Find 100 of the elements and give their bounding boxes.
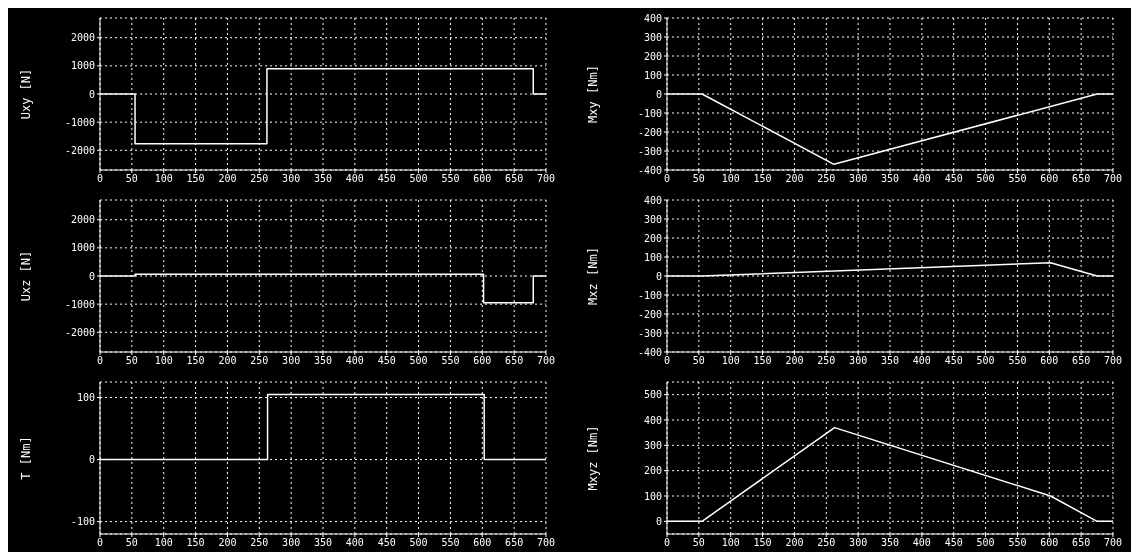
x-tick-label: 200: [218, 173, 237, 185]
x-tick-label: 650: [1072, 355, 1091, 367]
y-axis-title: Uxy [N]: [19, 68, 34, 120]
y-tick-label: 0: [655, 270, 662, 282]
x-tick-label: 250: [817, 173, 836, 185]
x-tick-label: 550: [441, 173, 460, 185]
x-tick-label: 0: [96, 355, 104, 367]
y-tick-label: 200: [643, 50, 662, 62]
x-tick-label: 700: [536, 355, 556, 367]
x-tick-label: 450: [944, 537, 963, 549]
x-tick-label: 450: [377, 537, 396, 549]
y-tick-label: 100: [643, 490, 662, 502]
x-tick-label: 450: [944, 173, 963, 185]
x-tick-label: 550: [441, 355, 460, 367]
x-tick-label: 600: [1040, 173, 1059, 185]
y-tick-label: -2000: [64, 326, 95, 338]
y-tick-label: 1000: [70, 60, 95, 72]
y-tick-label: -2000: [64, 144, 95, 156]
y-tick-label: 0: [88, 270, 95, 282]
y-tick-label: 200: [643, 232, 662, 244]
y-tick-label: 0: [655, 88, 662, 100]
x-tick-label: 600: [473, 173, 492, 185]
y-tick-label: 2000: [70, 32, 95, 44]
x-tick-label: 350: [313, 173, 333, 185]
x-tick-label: 650: [1072, 173, 1091, 185]
x-tick-label: 250: [250, 173, 269, 185]
x-tick-label: 500: [976, 173, 995, 185]
x-tick-label: 500: [409, 173, 428, 185]
x-tick-label: 600: [1040, 355, 1059, 367]
x-tick-label: 0: [96, 537, 104, 549]
x-tick-label: 350: [313, 355, 333, 367]
x-tick-label: 150: [186, 355, 205, 367]
y-tick-label: 400: [643, 12, 662, 24]
x-tick-label: 650: [505, 173, 524, 185]
x-tick-label: 0: [663, 355, 671, 367]
y-tick-label: 300: [643, 213, 662, 225]
x-tick-label: 300: [849, 537, 868, 549]
x-tick-label: 350: [880, 355, 900, 367]
x-tick-label: 150: [753, 537, 772, 549]
y-tick-label: -200: [637, 126, 662, 138]
x-tick-label: 550: [1008, 173, 1027, 185]
x-tick-label: 550: [441, 537, 460, 549]
x-tick-label: 450: [377, 173, 396, 185]
x-tick-label: 600: [473, 355, 492, 367]
y-axis-title: Uxz [N]: [19, 250, 34, 302]
x-tick-label: 150: [186, 537, 205, 549]
x-tick-label: 0: [96, 173, 104, 185]
y-tick-label: -100: [637, 289, 662, 301]
x-tick-label: 350: [313, 537, 333, 549]
y-tick-label: 0: [655, 515, 662, 527]
y-tick-label: -300: [637, 145, 662, 157]
x-tick-label: 150: [753, 173, 772, 185]
x-tick-label: 250: [250, 537, 269, 549]
x-tick-label: 500: [409, 537, 428, 549]
y-tick-label: 400: [643, 414, 662, 426]
x-tick-label: 200: [785, 537, 804, 549]
x-tick-label: 50: [692, 355, 705, 367]
x-tick-label: 400: [912, 537, 931, 549]
x-tick-label: 700: [536, 537, 556, 549]
x-tick-label: 300: [849, 355, 868, 367]
x-tick-label: 50: [125, 173, 138, 185]
x-tick-label: 450: [377, 355, 396, 367]
y-tick-label: -200: [637, 308, 662, 320]
x-tick-label: 400: [345, 173, 364, 185]
x-tick-label: 150: [753, 355, 772, 367]
x-tick-label: 500: [409, 355, 428, 367]
y-tick-label: -300: [637, 327, 662, 339]
x-tick-label: 600: [473, 537, 492, 549]
y-axis-title: Mxyz [Nm]: [586, 425, 601, 491]
y-tick-label: 400: [643, 194, 662, 206]
x-tick-label: 700: [1103, 355, 1123, 367]
x-tick-label: 300: [282, 173, 301, 185]
x-tick-label: 500: [976, 355, 995, 367]
x-tick-label: 200: [785, 355, 804, 367]
x-tick-label: 50: [125, 355, 138, 367]
x-tick-label: 200: [785, 173, 804, 185]
y-tick-label: 0: [88, 88, 95, 100]
y-tick-label: -400: [637, 164, 662, 176]
y-axis-title: Mxy [Nm]: [586, 65, 601, 123]
y-tick-label: 300: [643, 31, 662, 43]
x-tick-label: 450: [944, 355, 963, 367]
y-tick-label: 200: [643, 465, 662, 477]
y-axis-title: Mxz [Nm]: [586, 247, 601, 305]
x-tick-label: 100: [154, 355, 173, 367]
x-tick-label: 100: [721, 173, 740, 185]
y-tick-label: 300: [643, 439, 662, 451]
x-tick-label: 400: [912, 355, 931, 367]
y-tick-label: 100: [643, 251, 662, 263]
x-tick-label: 700: [1103, 537, 1123, 549]
x-tick-label: 100: [721, 537, 740, 549]
x-tick-label: 600: [1040, 537, 1059, 549]
y-tick-label: 0: [88, 454, 95, 466]
x-tick-label: 650: [505, 537, 524, 549]
x-tick-label: 300: [849, 173, 868, 185]
x-tick-label: 650: [505, 355, 524, 367]
y-tick-label: -400: [637, 346, 662, 358]
x-tick-label: 200: [218, 537, 237, 549]
y-tick-label: 2000: [70, 214, 95, 226]
x-tick-label: 350: [880, 537, 900, 549]
y-tick-label: -100: [70, 516, 95, 528]
